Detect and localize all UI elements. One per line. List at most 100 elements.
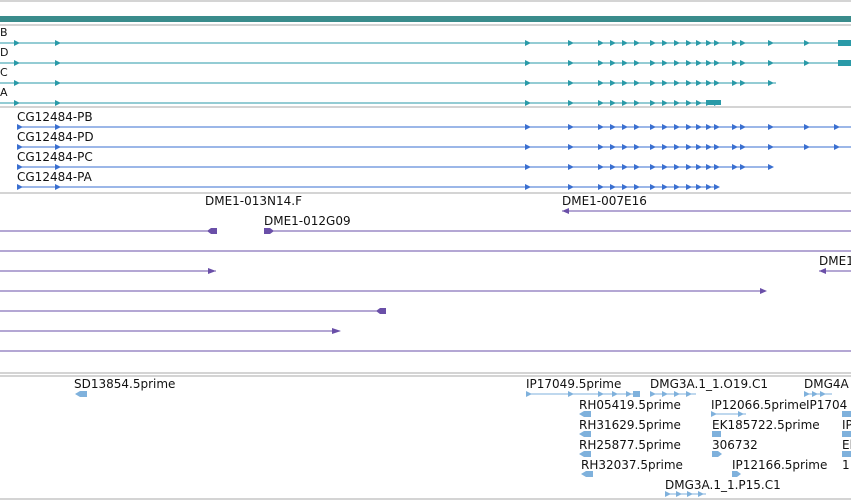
clone-end xyxy=(207,228,217,234)
exon-arrow xyxy=(622,124,628,130)
exon-arrow xyxy=(804,124,810,130)
exon-arrow xyxy=(662,391,668,397)
exon-arrow xyxy=(610,80,616,86)
exon-arrow xyxy=(525,80,531,86)
exon-arrow xyxy=(662,60,668,66)
est-glyph xyxy=(842,431,851,437)
exon-block xyxy=(706,100,721,105)
exon-arrow xyxy=(650,40,656,46)
exon-arrow xyxy=(686,164,692,170)
exon-arrow xyxy=(55,60,61,66)
exon-arrow xyxy=(622,100,628,106)
gene-row-label: C xyxy=(0,66,8,79)
overview-bar xyxy=(0,16,851,22)
exon-arrow xyxy=(610,60,616,66)
clone-end xyxy=(264,228,274,234)
exon-arrow xyxy=(650,144,656,150)
exon-arrow xyxy=(568,164,574,170)
est-glyph xyxy=(75,391,87,397)
exon-arrow xyxy=(768,164,774,170)
est-glyph xyxy=(633,391,640,397)
est-label: IP1704 xyxy=(806,398,847,412)
exon-arrow xyxy=(17,144,23,150)
est-label: RH25877.5prime xyxy=(579,438,681,452)
exon-arrow xyxy=(650,80,656,86)
est-label: DMG3A.1_1.P15.C1 xyxy=(665,478,781,492)
exon-arrow xyxy=(686,40,692,46)
exon-arrow xyxy=(686,60,692,66)
est-glyph xyxy=(579,411,591,417)
exon-arrow xyxy=(696,40,702,46)
est-label: RH32037.5prime xyxy=(581,458,683,472)
exon-arrow xyxy=(804,40,810,46)
exon-arrow xyxy=(598,40,604,46)
gene-row-label: B xyxy=(0,26,8,39)
exon-arrow xyxy=(674,184,680,190)
transcript-label: CG12484-PD xyxy=(17,130,94,144)
exon-arrow xyxy=(674,164,680,170)
exon-arrow xyxy=(662,100,668,106)
exon-arrow xyxy=(687,491,693,497)
exon-arrow xyxy=(662,124,668,130)
exon-arrow xyxy=(568,60,574,66)
exon-arrow xyxy=(208,268,216,274)
est-glyph xyxy=(842,451,851,457)
clone-label: DME1-012G09 xyxy=(264,214,351,228)
exon-arrow xyxy=(332,328,341,334)
exon-arrow xyxy=(598,60,604,66)
exon-arrow xyxy=(819,268,826,274)
exon-arrow xyxy=(598,100,604,106)
exon-arrow xyxy=(676,491,682,497)
exon-arrow xyxy=(610,164,616,170)
exon-arrow xyxy=(804,144,810,150)
exon-arrow xyxy=(706,184,712,190)
exon-arrow xyxy=(706,60,712,66)
exon-arrow xyxy=(622,80,628,86)
exon-block xyxy=(838,60,851,66)
exon-arrow xyxy=(55,184,61,190)
exon-arrow xyxy=(738,411,744,417)
exon-arrow xyxy=(714,124,720,130)
exon-arrow xyxy=(740,144,746,150)
exon-arrow xyxy=(706,124,712,130)
exon-arrow xyxy=(622,144,628,150)
exon-arrow xyxy=(525,124,531,130)
exon-arrow xyxy=(686,184,692,190)
exon-arrow xyxy=(634,40,640,46)
exon-arrow xyxy=(14,60,20,66)
clone-label: DME1-013N14.F xyxy=(205,194,302,208)
exon-arrow xyxy=(714,80,720,86)
exon-arrow xyxy=(714,144,720,150)
exon-arrow xyxy=(525,40,531,46)
est-label: IP12166.5prime xyxy=(732,458,827,472)
exon-arrow xyxy=(14,100,20,106)
exon-arrow xyxy=(55,144,61,150)
exon-arrow xyxy=(525,184,531,190)
est-label: RH31629.5prime xyxy=(579,418,681,432)
exon-arrow xyxy=(525,100,531,106)
exon-arrow xyxy=(760,288,767,294)
exon-arrow xyxy=(711,411,717,417)
exon-arrow xyxy=(626,391,632,397)
exon-arrow xyxy=(622,184,628,190)
exon-arrow xyxy=(568,80,574,86)
exon-arrow xyxy=(612,391,618,397)
exon-arrow xyxy=(568,124,574,130)
exon-arrow xyxy=(714,60,720,66)
exon-arrow xyxy=(55,164,61,170)
est-label: 306732 xyxy=(712,438,758,452)
exon-arrow xyxy=(740,40,746,46)
exon-arrow xyxy=(610,40,616,46)
exon-arrow xyxy=(525,60,531,66)
exon-arrow xyxy=(634,124,640,130)
exon-arrow xyxy=(696,184,702,190)
exon-arrow xyxy=(568,391,574,397)
exon-arrow xyxy=(665,491,671,497)
exon-arrow xyxy=(662,40,668,46)
exon-arrow xyxy=(768,144,774,150)
exon-arrow xyxy=(622,164,628,170)
clone-end xyxy=(376,308,386,314)
exon-arrow xyxy=(768,124,774,130)
exon-arrow xyxy=(674,144,680,150)
exon-arrow xyxy=(568,40,574,46)
